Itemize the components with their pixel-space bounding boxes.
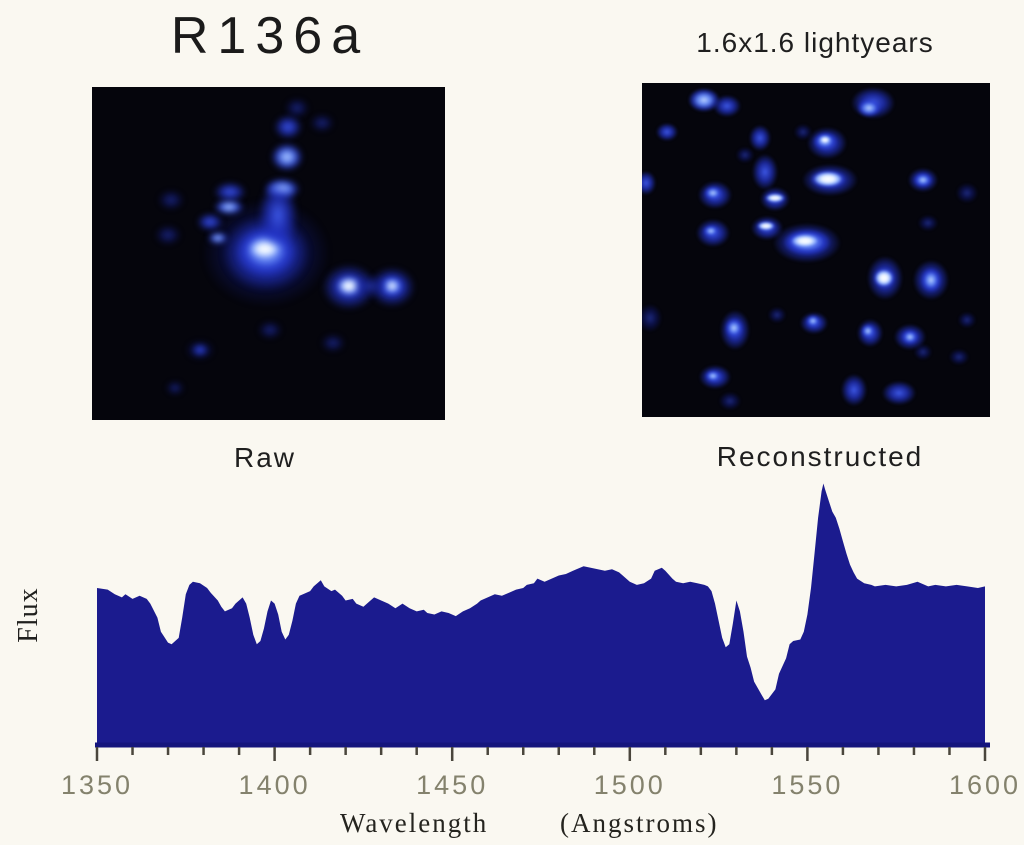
star-blob [956, 183, 978, 203]
x-tick-label: 1550 [771, 770, 844, 800]
star-blob [258, 181, 298, 249]
x-axis-unit-label: (Angstroms) [560, 808, 719, 838]
star-blob [214, 199, 244, 215]
page-title: R136a [170, 7, 370, 65]
star-blob [918, 215, 938, 231]
star-blob [271, 143, 303, 171]
star-blob [756, 221, 776, 231]
star-blob [158, 190, 184, 210]
star-blob [958, 312, 976, 328]
star-blob [818, 135, 832, 145]
x-tick-label: 1600 [948, 770, 1022, 800]
star-blob [949, 349, 969, 365]
star-blob [806, 315, 820, 327]
raw-caption: Raw [233, 442, 296, 473]
star-blob [794, 124, 812, 140]
flux-area-series [97, 483, 985, 744]
star-blob [321, 334, 345, 352]
star-blob [873, 268, 895, 288]
star-blob [352, 275, 388, 297]
star-blob [752, 154, 778, 190]
x-axis-label: Wavelength [340, 808, 489, 838]
x-tick-label: 1350 [60, 770, 134, 800]
star-blob [258, 321, 282, 339]
star-blob [193, 345, 207, 355]
star-blob [921, 268, 941, 292]
star-blob [310, 114, 334, 132]
star-blob [274, 115, 302, 139]
star-blob [736, 147, 754, 163]
star-blob [764, 193, 786, 203]
star-blob [166, 381, 184, 395]
reconstructed-caption: Reconstructed [716, 441, 924, 472]
star-blob [197, 213, 223, 231]
star-blob [725, 318, 743, 338]
star-blob [642, 304, 662, 332]
star-blob [285, 98, 309, 118]
star-blob [385, 280, 399, 292]
star-blob [214, 182, 246, 202]
star-blob [914, 344, 932, 360]
star-blob [768, 307, 786, 323]
star-blob [902, 330, 918, 344]
y-axis-label: Flux [13, 587, 44, 643]
x-tick-label: 1400 [238, 770, 311, 800]
star-blob [155, 225, 181, 245]
star-blob [788, 233, 822, 249]
x-tick-label: 1450 [416, 770, 489, 800]
raw-star-image [92, 87, 445, 420]
star-blob [857, 99, 881, 117]
star-blob [861, 324, 875, 338]
star-blob [749, 125, 771, 151]
star-blob [719, 392, 741, 410]
star-blob [882, 381, 916, 405]
star-blob [705, 370, 721, 382]
scale-label: 1.6x1.6 lightyears [696, 27, 934, 58]
star-blob [713, 95, 741, 117]
star-blob [810, 170, 846, 188]
star-blob [642, 171, 656, 195]
star-blob [841, 374, 867, 406]
star-blob [914, 173, 932, 187]
star-blob [656, 123, 678, 141]
x-tick-label: 1500 [593, 770, 666, 800]
star-blob [704, 186, 722, 200]
star-blob [703, 225, 719, 237]
star-blob [208, 232, 228, 244]
reconstructed-star-image [642, 83, 990, 417]
